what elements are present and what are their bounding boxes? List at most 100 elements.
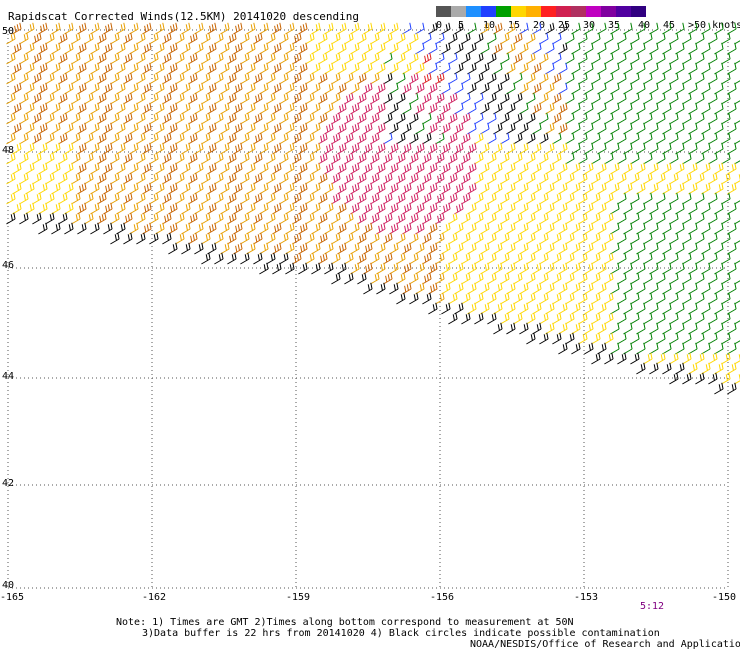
wind-barb <box>675 82 685 95</box>
wind-barb <box>532 62 542 75</box>
barb-flag <box>263 204 266 211</box>
wind-barb <box>201 92 211 105</box>
barb-flag <box>65 152 68 160</box>
barb-flag <box>39 192 42 200</box>
wind-barb <box>220 162 230 175</box>
barb-flag <box>637 192 640 200</box>
barb-flag <box>352 145 355 153</box>
barb-flag <box>162 122 165 130</box>
barb-flag <box>292 42 295 50</box>
barb-flag <box>260 52 263 60</box>
barb-flag <box>39 72 42 80</box>
barb-flag <box>682 162 685 170</box>
barb-flag <box>458 204 461 211</box>
barb-flag <box>630 82 633 90</box>
barb-flag <box>221 72 224 80</box>
wind-barb <box>324 182 334 195</box>
wind-barb <box>220 42 230 55</box>
barb-shaft <box>71 178 81 185</box>
barb-flag <box>393 104 396 111</box>
barb-flag <box>149 102 152 110</box>
barb-flag <box>702 192 705 200</box>
wind-barb <box>688 202 698 215</box>
barb-flag <box>458 24 461 31</box>
barb-shaft <box>552 38 562 45</box>
barb-shaft <box>552 198 562 205</box>
barb-flag <box>404 205 407 213</box>
barb-flag <box>156 72 159 80</box>
wind-barb <box>220 182 230 195</box>
barb-flag <box>143 132 146 140</box>
wind-barb <box>519 222 529 235</box>
barb-shaft <box>526 158 536 165</box>
wind-barb <box>227 232 237 245</box>
barb-flag <box>309 94 312 101</box>
barb-flag <box>478 194 481 201</box>
barb-flag <box>170 105 173 113</box>
barb-flag <box>292 22 295 30</box>
barb-flag <box>136 202 139 210</box>
wind-barb <box>12 202 22 215</box>
barb-flag <box>676 32 679 40</box>
barb-flag <box>383 42 386 50</box>
barb-flag <box>426 74 429 81</box>
wind-barb <box>253 212 263 225</box>
barb-flag <box>237 124 240 131</box>
barb-flag <box>450 195 453 203</box>
barb-shaft <box>318 218 328 225</box>
barb-flag <box>79 185 82 193</box>
wind-barb <box>370 72 380 85</box>
barb-flag <box>341 44 344 51</box>
barb-shaft <box>669 118 679 125</box>
wind-barb <box>298 82 308 95</box>
wind-barb <box>32 112 42 125</box>
barb-flag <box>404 165 407 173</box>
barb-flag <box>341 144 344 151</box>
barb-flag <box>695 162 698 170</box>
wind-barb <box>558 62 568 75</box>
wind-barb <box>266 112 276 125</box>
barb-flag <box>127 134 130 141</box>
wind-barb <box>285 202 295 215</box>
barb-flag <box>640 164 643 171</box>
wind-barb <box>266 72 276 85</box>
barb-flag <box>175 102 178 110</box>
barb-flag <box>99 195 102 203</box>
barb-flag <box>611 132 614 140</box>
barb-flag <box>45 42 48 50</box>
wind-barb <box>714 62 724 75</box>
barb-shaft <box>422 98 432 105</box>
barb-shaft <box>656 178 666 185</box>
wind-barb <box>643 92 653 105</box>
barb-shaft <box>448 78 458 85</box>
barb-shaft <box>253 198 263 205</box>
barb-shaft <box>708 78 718 85</box>
barb-shaft <box>240 38 250 45</box>
wind-barb <box>656 132 666 145</box>
barb-shaft <box>305 98 315 105</box>
barb-flag <box>504 174 507 181</box>
barb-flag <box>452 214 455 221</box>
barb-flag <box>643 42 646 50</box>
barb-shaft <box>279 138 289 145</box>
wind-barb <box>604 132 614 145</box>
wind-barb <box>285 102 295 115</box>
barb-flag <box>430 185 433 193</box>
barb-flag <box>429 112 432 120</box>
wind-barb <box>435 52 445 65</box>
wind-barb <box>402 182 412 195</box>
barb-flag <box>40 105 43 113</box>
barb-flag <box>637 212 640 220</box>
barb-flag <box>326 165 329 173</box>
barb-shaft <box>500 178 510 185</box>
barb-shaft <box>513 178 523 185</box>
barb-flag <box>299 192 302 200</box>
barb-shaft <box>539 238 549 245</box>
barb-flag <box>175 122 178 130</box>
wind-barb <box>597 182 607 195</box>
barb-flag <box>175 142 178 150</box>
barb-flag <box>377 172 380 180</box>
barb-flag <box>104 192 107 200</box>
barb-flag <box>294 215 297 223</box>
barb-flag <box>517 134 520 141</box>
